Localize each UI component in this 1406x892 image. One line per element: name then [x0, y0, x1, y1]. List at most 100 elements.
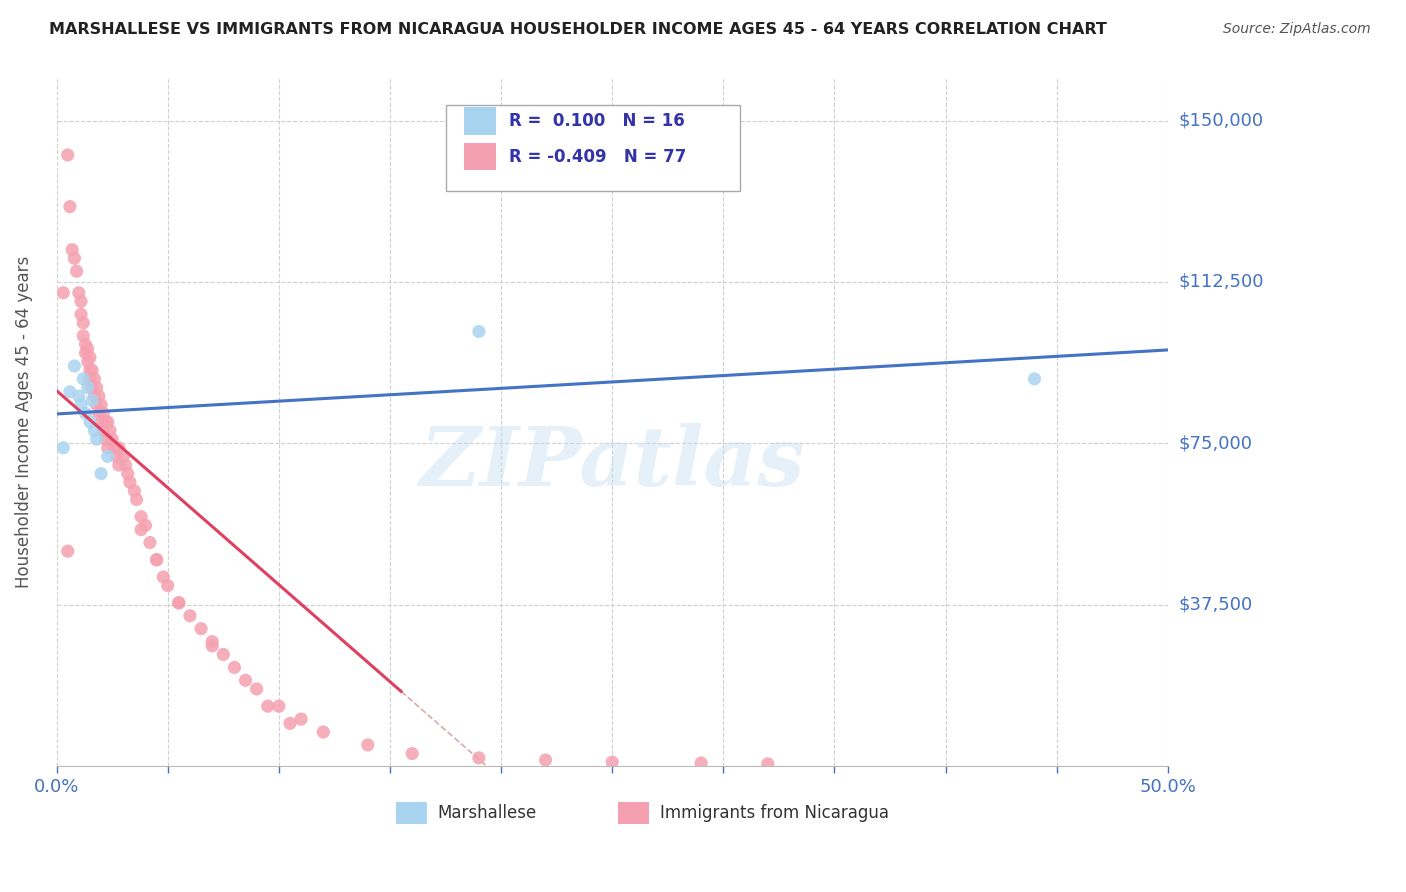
- Text: R = -0.409   N = 77: R = -0.409 N = 77: [509, 148, 686, 166]
- Point: [201, 634, 224, 648]
- Point: [79, 363, 101, 377]
- Point: [83, 389, 105, 403]
- Point: [167, 596, 190, 610]
- Point: [90, 467, 112, 481]
- Point: [145, 553, 167, 567]
- Point: [91, 424, 114, 438]
- Point: [468, 751, 491, 765]
- Point: [91, 406, 114, 420]
- Point: [103, 441, 125, 455]
- Point: [59, 384, 82, 399]
- Point: [94, 415, 117, 429]
- Y-axis label: Householder Income Ages 45 - 64 years: Householder Income Ages 45 - 64 years: [15, 256, 32, 588]
- Point: [72, 328, 94, 343]
- Point: [167, 596, 190, 610]
- Point: [83, 372, 105, 386]
- Text: Source: ZipAtlas.com: Source: ZipAtlas.com: [1223, 22, 1371, 37]
- Point: [179, 608, 201, 623]
- Point: [134, 518, 156, 533]
- FancyBboxPatch shape: [464, 107, 495, 135]
- Point: [124, 483, 146, 498]
- Point: [152, 570, 174, 584]
- Point: [59, 200, 82, 214]
- Text: $75,000: $75,000: [1180, 434, 1253, 452]
- Point: [112, 450, 135, 464]
- Text: ZIPatlas: ZIPatlas: [419, 424, 806, 503]
- Point: [86, 380, 108, 394]
- Point: [312, 725, 335, 739]
- Point: [190, 622, 212, 636]
- Point: [224, 660, 246, 674]
- Point: [76, 342, 98, 356]
- Point: [212, 648, 235, 662]
- Point: [83, 424, 105, 438]
- Point: [87, 406, 110, 420]
- Point: [108, 458, 131, 472]
- Point: [72, 316, 94, 330]
- Point: [70, 398, 93, 412]
- Point: [65, 264, 87, 278]
- Point: [90, 398, 112, 412]
- Point: [52, 441, 75, 455]
- Point: [114, 458, 136, 472]
- Point: [278, 716, 301, 731]
- Point: [756, 756, 779, 771]
- Point: [139, 535, 162, 549]
- FancyBboxPatch shape: [617, 802, 650, 823]
- Point: [56, 544, 79, 558]
- Point: [90, 415, 112, 429]
- Point: [105, 450, 128, 464]
- Text: $112,500: $112,500: [1180, 273, 1264, 291]
- Point: [201, 639, 224, 653]
- Point: [76, 354, 98, 368]
- Point: [290, 712, 312, 726]
- Point: [72, 372, 94, 386]
- Point: [98, 424, 121, 438]
- Point: [76, 380, 98, 394]
- FancyBboxPatch shape: [464, 143, 495, 170]
- Point: [97, 415, 120, 429]
- Point: [86, 432, 108, 446]
- Point: [108, 441, 131, 455]
- Point: [97, 450, 120, 464]
- Point: [79, 415, 101, 429]
- Point: [690, 756, 713, 770]
- Point: [67, 389, 90, 403]
- Point: [235, 673, 257, 688]
- Point: [82, 393, 104, 408]
- Point: [79, 372, 101, 386]
- Point: [87, 389, 110, 403]
- Point: [63, 359, 86, 373]
- Point: [56, 148, 79, 162]
- Point: [75, 337, 97, 351]
- Point: [75, 406, 97, 420]
- Point: [117, 467, 139, 481]
- Text: R =  0.100   N = 16: R = 0.100 N = 16: [509, 112, 685, 130]
- Point: [129, 523, 152, 537]
- Text: $37,500: $37,500: [1180, 596, 1253, 614]
- Point: [70, 307, 93, 321]
- Point: [1024, 372, 1046, 386]
- Point: [118, 475, 141, 490]
- Point: [156, 579, 179, 593]
- Point: [357, 738, 380, 752]
- Point: [600, 755, 623, 769]
- Point: [75, 346, 97, 360]
- Text: MARSHALLESE VS IMMIGRANTS FROM NICARAGUA HOUSEHOLDER INCOME AGES 45 - 64 YEARS C: MARSHALLESE VS IMMIGRANTS FROM NICARAGUA…: [49, 22, 1107, 37]
- Point: [79, 351, 101, 365]
- Point: [60, 243, 83, 257]
- FancyBboxPatch shape: [446, 105, 740, 191]
- Point: [129, 509, 152, 524]
- Point: [401, 747, 423, 761]
- Point: [125, 492, 148, 507]
- Point: [468, 325, 491, 339]
- Point: [70, 294, 93, 309]
- Point: [101, 432, 124, 446]
- Point: [52, 285, 75, 300]
- Point: [63, 252, 86, 266]
- Point: [97, 441, 120, 455]
- Point: [67, 285, 90, 300]
- Point: [534, 753, 557, 767]
- Text: Marshallese: Marshallese: [437, 804, 537, 822]
- Point: [145, 553, 167, 567]
